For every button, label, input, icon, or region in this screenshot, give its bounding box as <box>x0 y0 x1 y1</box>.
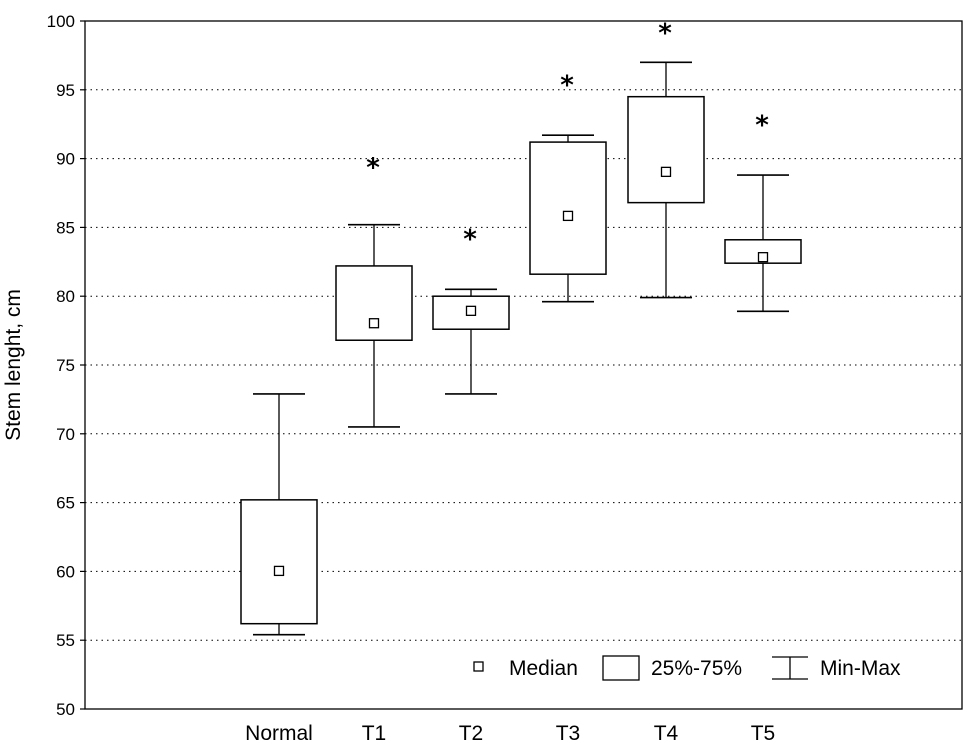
box-group-t2: * <box>432 225 510 395</box>
boxes: * * * * * <box>240 18 802 636</box>
median-marker <box>368 318 380 329</box>
y-axis-ticks: 50 55 60 65 70 75 80 85 90 95 100 <box>47 12 85 719</box>
y-tick-label: 65 <box>56 494 75 513</box>
legend-median-label: Median <box>509 657 578 680</box>
box-group-t3: * <box>529 71 607 303</box>
y-tick-label: 60 <box>56 562 75 581</box>
box-group-t5: * <box>724 110 802 313</box>
x-category-label: T2 <box>459 722 484 745</box>
significance-asterisk: * <box>463 225 477 255</box>
box-group-normal <box>240 393 318 636</box>
box-group-t4: * <box>627 18 705 299</box>
y-tick-label: 50 <box>56 700 75 719</box>
y-tick-label: 95 <box>56 81 75 100</box>
significance-asterisk: * <box>560 71 574 101</box>
legend: Median 25%-75% Min-Max <box>473 655 901 681</box>
iqr-box <box>529 141 607 275</box>
iqr-box <box>335 265 413 341</box>
median-marker <box>757 252 769 263</box>
legend-box-label: 25%-75% <box>651 657 742 680</box>
median-marker <box>562 210 574 222</box>
y-tick-label: 70 <box>56 425 75 444</box>
y-tick-label: 85 <box>56 218 75 237</box>
median-marker <box>273 565 285 577</box>
y-tick-label: 75 <box>56 356 75 375</box>
legend-median-swatch <box>473 661 484 672</box>
box-group-t1: * <box>335 153 413 428</box>
y-axis-title: Stem lenght, cm <box>2 289 25 441</box>
legend-whisker-swatch <box>772 656 808 680</box>
x-category-label: T3 <box>556 722 581 745</box>
x-category-label: T5 <box>751 722 776 745</box>
gridlines <box>85 89 962 641</box>
significance-asterisk: * <box>658 18 672 48</box>
x-category-label: Normal <box>245 722 313 745</box>
plot-frame <box>84 20 963 710</box>
y-tick-label: 80 <box>56 287 75 306</box>
y-tick-label: 100 <box>47 12 75 31</box>
x-category-label: T4 <box>654 722 679 745</box>
iqr-box <box>724 239 802 264</box>
median-marker <box>660 166 672 178</box>
legend-box-swatch <box>602 655 640 681</box>
legend-whisker-label: Min-Max <box>820 657 901 680</box>
x-axis-labels: Normal T1 T2 T3 T4 T5 <box>245 722 775 745</box>
significance-asterisk: * <box>755 110 769 140</box>
iqr-box <box>240 499 318 625</box>
y-tick-label: 55 <box>56 631 75 650</box>
median-marker <box>465 305 477 316</box>
significance-asterisk: * <box>366 153 380 183</box>
iqr-box <box>627 95 705 204</box>
x-category-label: T1 <box>362 722 387 745</box>
y-tick-label: 90 <box>56 150 75 169</box>
